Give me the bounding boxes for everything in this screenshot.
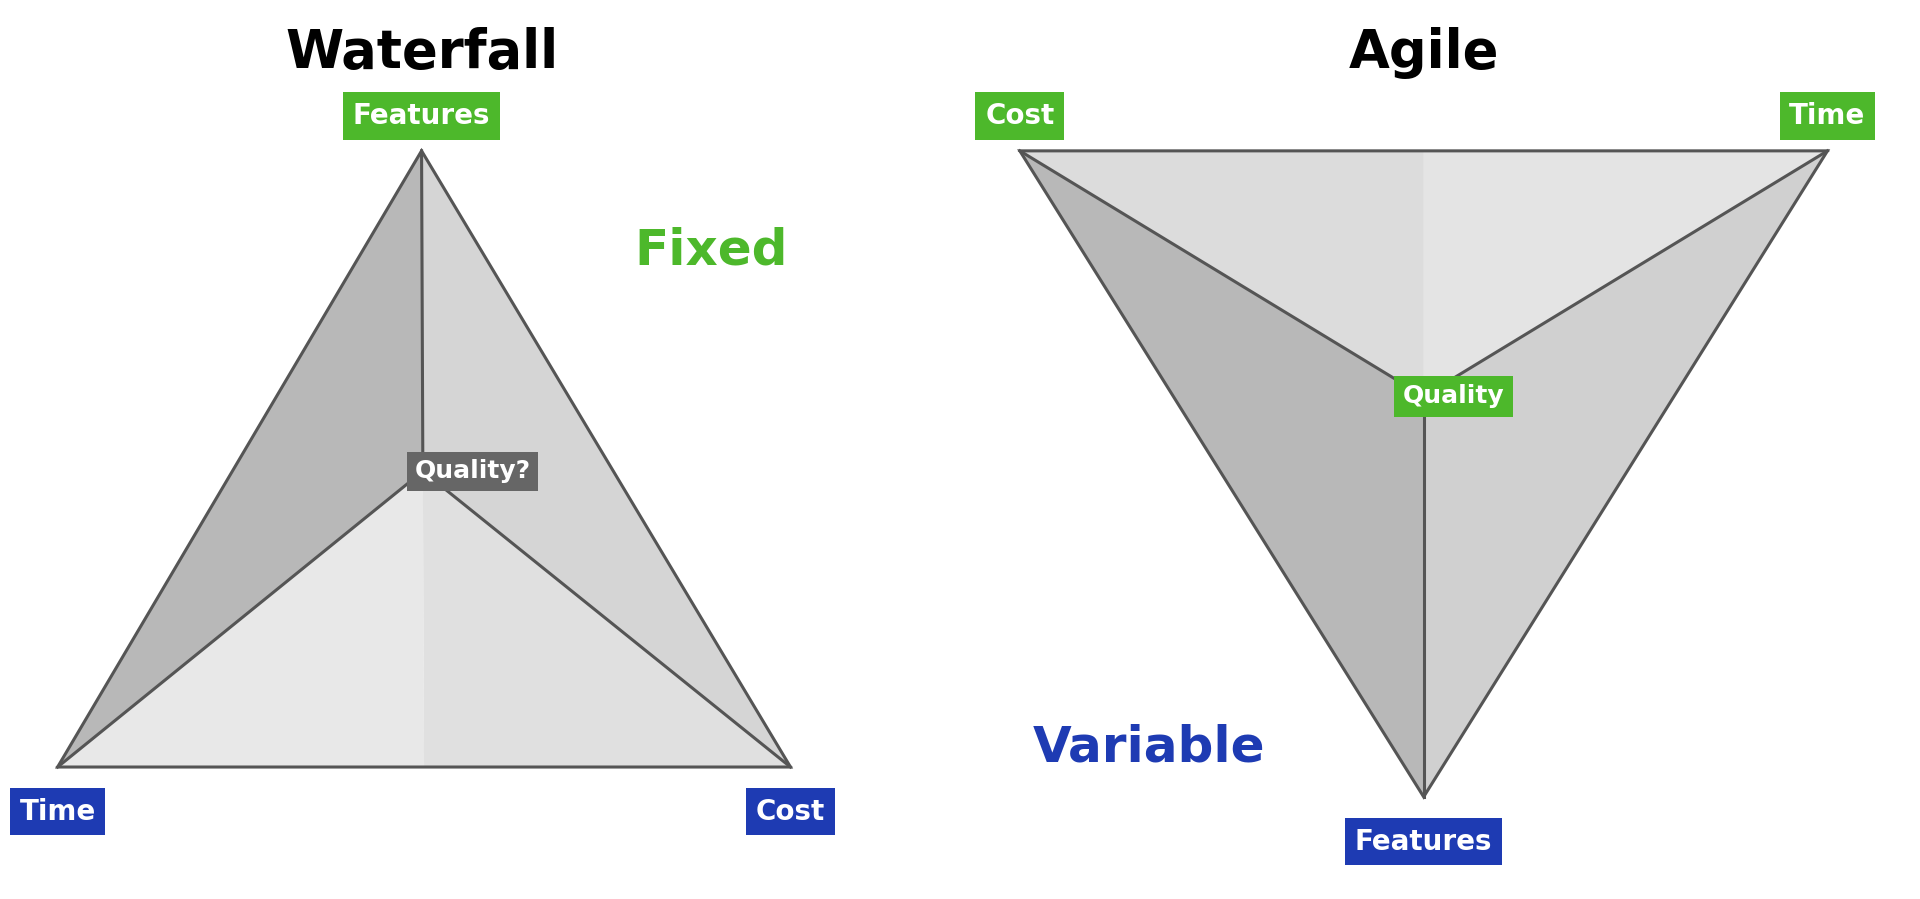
Text: Features: Features bbox=[353, 102, 490, 130]
Text: Cost: Cost bbox=[756, 797, 826, 826]
Polygon shape bbox=[1423, 151, 1828, 396]
Polygon shape bbox=[1020, 151, 1423, 797]
Polygon shape bbox=[422, 151, 791, 767]
Text: Agile: Agile bbox=[1348, 27, 1500, 78]
Text: Quality?: Quality? bbox=[415, 459, 530, 484]
Text: Features: Features bbox=[1356, 828, 1492, 856]
Polygon shape bbox=[1020, 151, 1423, 396]
Text: Time: Time bbox=[1789, 102, 1866, 130]
Polygon shape bbox=[58, 471, 424, 767]
Text: Quality: Quality bbox=[1404, 385, 1505, 408]
Polygon shape bbox=[58, 151, 422, 767]
Polygon shape bbox=[1423, 151, 1828, 797]
Text: Fixed: Fixed bbox=[634, 227, 787, 274]
Polygon shape bbox=[1020, 151, 1828, 396]
Text: Time: Time bbox=[19, 797, 96, 826]
Text: Cost: Cost bbox=[985, 102, 1054, 130]
Text: Variable: Variable bbox=[1033, 723, 1265, 771]
Text: Waterfall: Waterfall bbox=[284, 27, 559, 78]
Polygon shape bbox=[422, 471, 791, 767]
